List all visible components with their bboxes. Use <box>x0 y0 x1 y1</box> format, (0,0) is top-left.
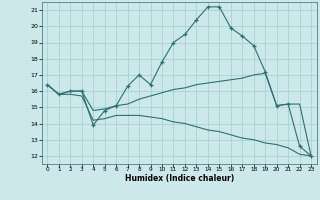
X-axis label: Humidex (Indice chaleur): Humidex (Indice chaleur) <box>124 174 234 183</box>
